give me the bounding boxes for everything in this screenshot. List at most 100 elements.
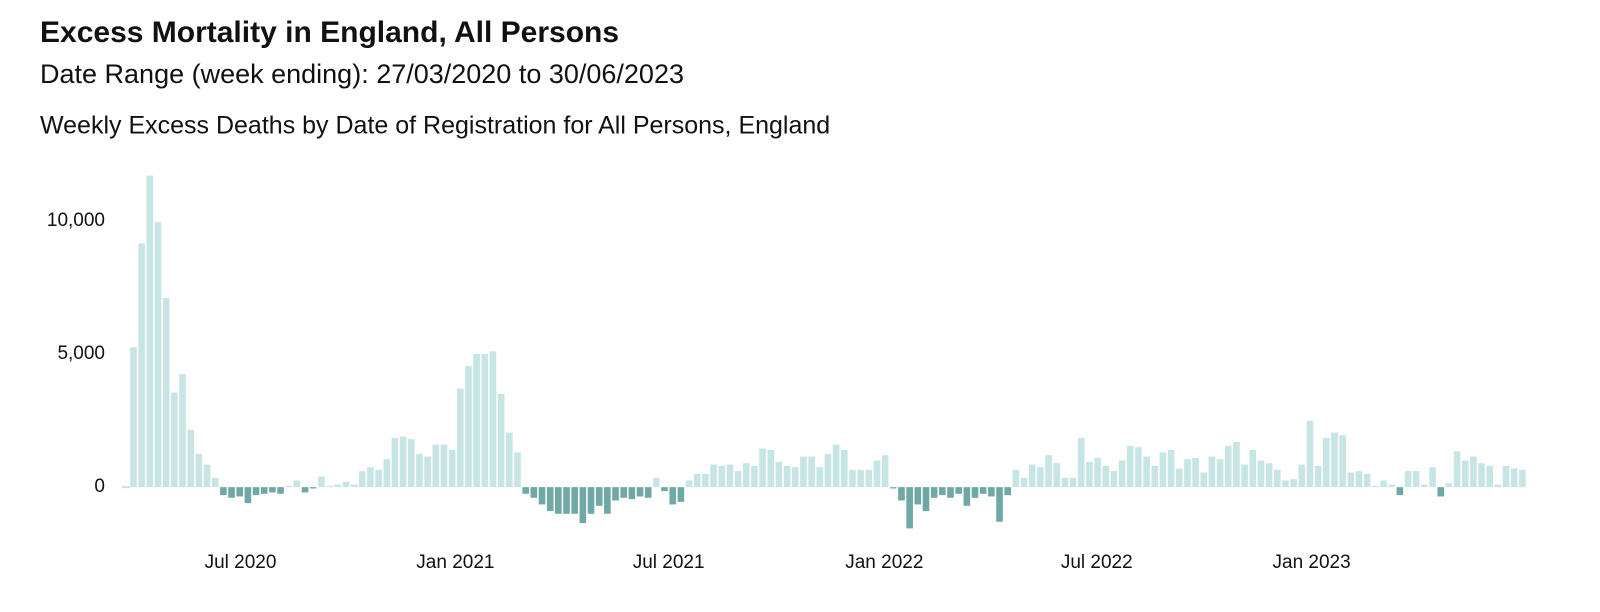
bar — [375, 469, 382, 488]
bar — [1200, 472, 1208, 488]
bar — [318, 476, 325, 488]
bar — [1224, 445, 1232, 488]
bar — [751, 465, 758, 488]
bar — [783, 465, 791, 488]
bar — [702, 473, 709, 488]
bar — [1020, 477, 1028, 488]
bar — [326, 485, 333, 488]
bar — [367, 467, 374, 488]
bar — [1372, 485, 1379, 488]
bar — [1380, 480, 1387, 488]
bar — [497, 393, 505, 488]
bar — [260, 487, 268, 494]
bar — [685, 480, 693, 488]
bar — [1478, 463, 1485, 488]
bar — [1486, 465, 1494, 488]
bar — [1347, 472, 1355, 488]
bar — [293, 480, 301, 488]
bar — [211, 477, 219, 488]
chart-title: Weekly Excess Deaths by Date of Registra… — [40, 112, 830, 140]
bar — [334, 484, 342, 488]
bar — [775, 461, 783, 488]
bar — [644, 487, 652, 498]
bar — [1355, 471, 1363, 488]
bar — [808, 456, 815, 488]
bar — [767, 449, 775, 488]
bar — [1110, 471, 1118, 488]
bar — [873, 460, 881, 488]
bar — [693, 473, 701, 488]
bar — [1037, 467, 1044, 488]
bar — [1102, 465, 1110, 488]
bar — [1159, 452, 1167, 488]
bar — [898, 487, 905, 501]
bar — [1143, 456, 1150, 488]
x-tick-label: Jan 2022 — [845, 552, 923, 573]
bar — [939, 487, 946, 496]
bar — [1118, 460, 1126, 488]
bar — [955, 487, 962, 494]
bar — [710, 464, 717, 488]
bar — [358, 471, 366, 488]
bar — [1453, 451, 1461, 488]
page-title: Excess Mortality in England, All Persons — [40, 16, 619, 49]
bar — [1331, 432, 1338, 488]
bar — [906, 487, 913, 529]
bar — [587, 487, 595, 514]
bar — [162, 298, 170, 488]
bar — [1298, 464, 1306, 488]
bar — [563, 487, 570, 514]
bar — [718, 465, 726, 488]
bar — [1265, 463, 1273, 488]
bar — [620, 487, 627, 498]
bar — [489, 351, 497, 488]
bar — [195, 453, 203, 488]
bar — [506, 432, 513, 488]
bar — [930, 487, 938, 498]
bar — [1241, 464, 1248, 488]
bar — [1175, 468, 1183, 488]
bar — [816, 467, 824, 488]
bar — [734, 471, 742, 488]
bar — [849, 469, 856, 488]
bar — [979, 487, 987, 494]
bar — [1192, 457, 1199, 488]
bar — [1290, 479, 1297, 488]
bar — [881, 455, 889, 488]
bar — [522, 487, 529, 494]
bar — [742, 463, 750, 488]
bar — [1012, 469, 1020, 488]
bar — [571, 487, 578, 514]
bar — [1445, 483, 1453, 488]
bar — [840, 449, 848, 488]
bar — [1094, 457, 1101, 488]
bar — [1314, 465, 1322, 488]
bar — [1216, 459, 1224, 488]
bar — [824, 453, 832, 488]
bar — [1069, 477, 1077, 488]
bar — [244, 487, 252, 504]
bar — [636, 487, 644, 497]
bar — [865, 469, 873, 488]
x-tick-label: Jan 2023 — [1273, 552, 1351, 573]
bar — [1363, 473, 1371, 488]
bar — [301, 487, 309, 493]
bar — [448, 449, 456, 488]
bar — [1470, 456, 1477, 488]
page-subtitle: Date Range (week ending): 27/03/2020 to … — [40, 59, 684, 89]
bar — [220, 487, 227, 496]
bar — [187, 429, 194, 488]
bar — [416, 453, 423, 488]
bar — [832, 444, 840, 488]
y-tick-label: 10,000 — [47, 210, 105, 231]
bar — [914, 487, 922, 505]
bar — [473, 354, 480, 488]
y-tick-label: 0 — [94, 476, 105, 497]
bar — [922, 487, 930, 512]
bar — [1519, 469, 1526, 488]
bar — [857, 469, 864, 488]
bar — [1184, 459, 1191, 488]
bar — [407, 439, 415, 488]
bar — [555, 487, 562, 514]
bar — [1233, 441, 1240, 488]
